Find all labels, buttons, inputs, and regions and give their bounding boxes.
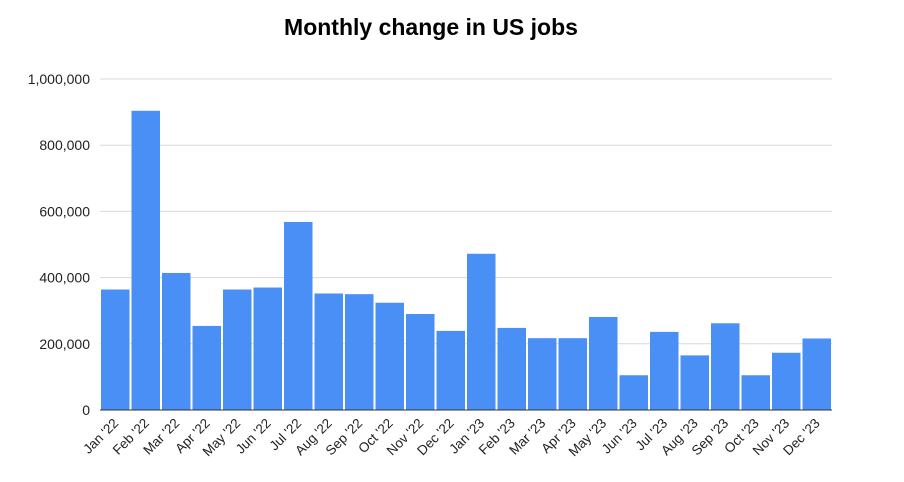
bar (406, 314, 435, 410)
bar (619, 375, 648, 410)
y-tick-label: 800,000 (39, 137, 90, 153)
y-tick-label: 400,000 (39, 270, 90, 286)
bar (253, 287, 282, 410)
y-axis-ticks: 0 200,000 400,000 600,000 800,000 1,000,000 (28, 71, 91, 418)
bar (223, 289, 252, 410)
bar (192, 325, 221, 410)
bar (772, 352, 801, 410)
bar (467, 253, 496, 410)
y-tick-label: 1,000,000 (28, 71, 90, 87)
chart-title: Monthly change in US jobs (284, 14, 578, 40)
y-tick-label: 600,000 (39, 203, 90, 219)
bar (345, 294, 374, 410)
x-tick-label: Jun '23 (599, 416, 640, 457)
bar (101, 289, 130, 410)
bar (528, 338, 557, 410)
bar (650, 331, 679, 410)
bar (436, 330, 465, 410)
bar (497, 327, 526, 410)
bar (680, 355, 709, 410)
y-tick-label: 200,000 (39, 336, 90, 352)
bar (131, 110, 160, 410)
bar (802, 338, 831, 410)
bar (711, 323, 740, 410)
bar (314, 293, 343, 410)
bars (101, 110, 831, 410)
y-tick-label: 0 (82, 402, 90, 418)
bar (375, 302, 404, 410)
bar (162, 272, 191, 410)
x-tick-label: Jun '22 (233, 416, 274, 457)
bar (589, 316, 618, 410)
gridlines (100, 78, 832, 345)
bar (558, 338, 587, 410)
bar (741, 375, 770, 410)
bar (284, 221, 313, 410)
